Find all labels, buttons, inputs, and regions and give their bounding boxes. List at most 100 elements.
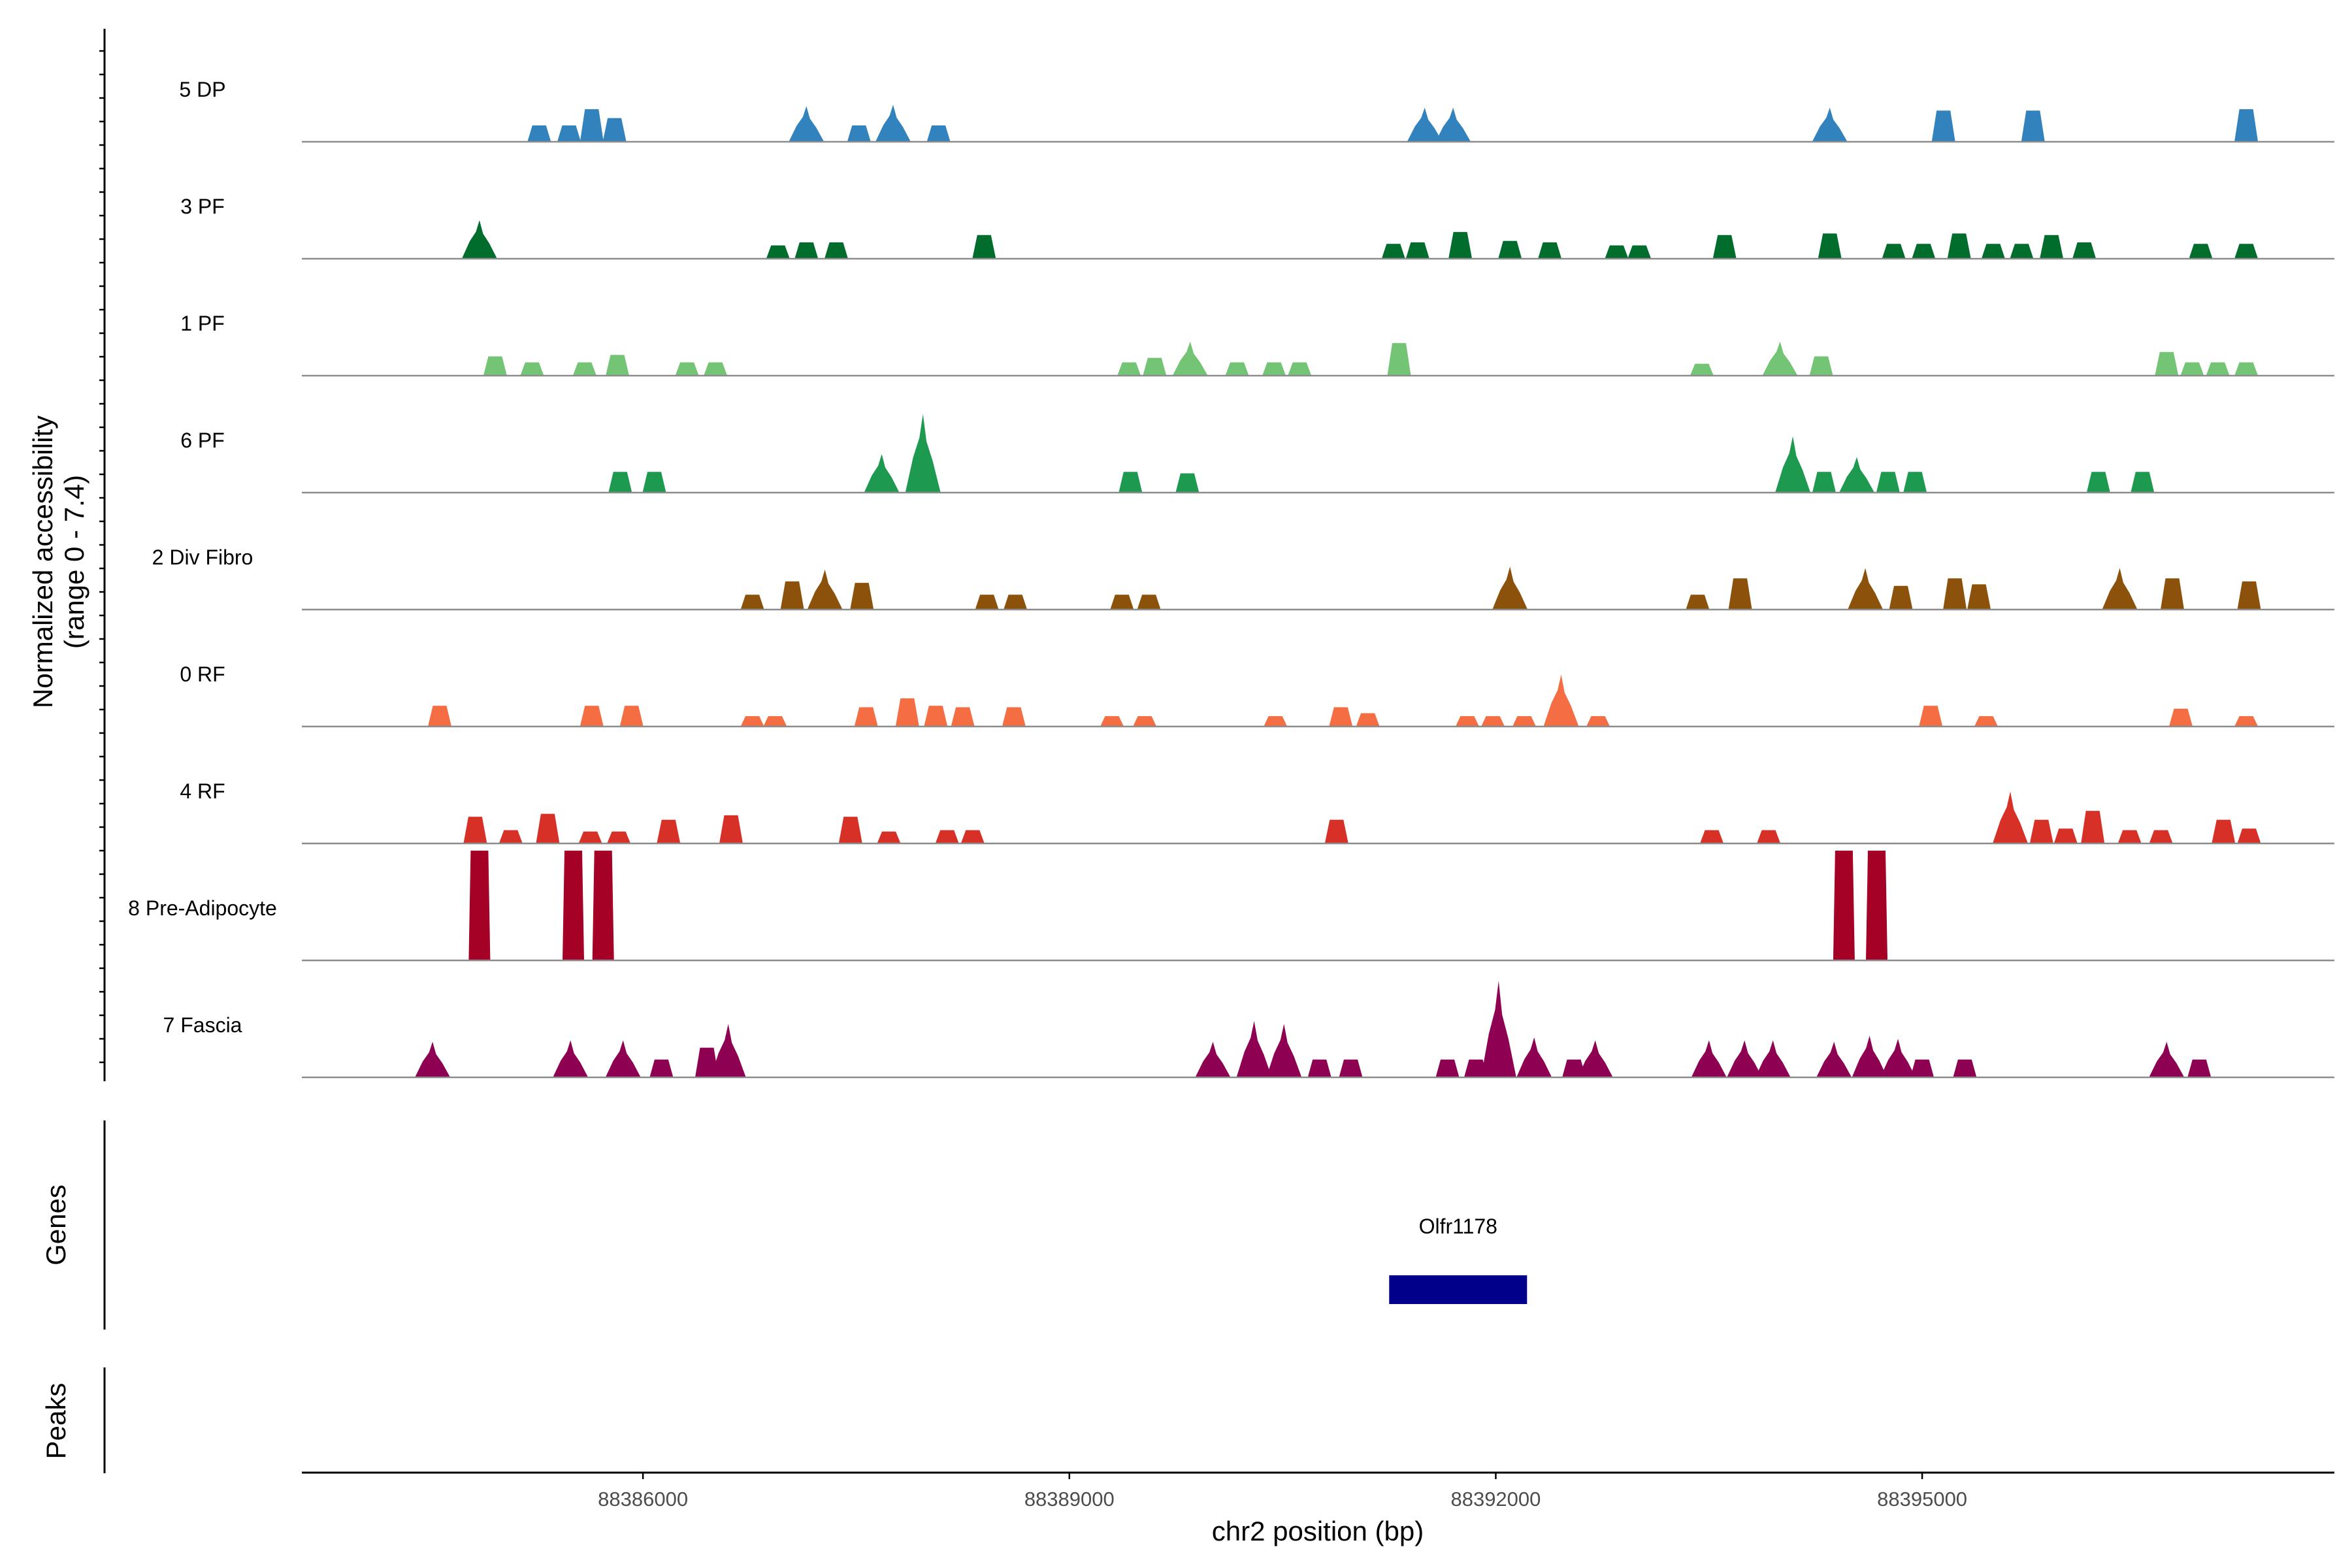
peak xyxy=(1876,472,1900,493)
peak xyxy=(719,815,743,843)
peak xyxy=(924,706,948,727)
peak xyxy=(1993,791,2028,843)
peak xyxy=(1728,578,1752,610)
peak xyxy=(1262,362,1286,376)
peak xyxy=(1195,1041,1231,1077)
peak xyxy=(2187,1059,2212,1077)
x-tick-label: 88392000 xyxy=(1450,1488,1541,1511)
peak xyxy=(1816,1041,1852,1077)
peak xyxy=(1225,362,1249,376)
peak xyxy=(1405,242,1429,259)
peak xyxy=(1889,585,1913,610)
peak xyxy=(780,581,804,610)
peak xyxy=(580,706,604,727)
track-label: 7 Fascia xyxy=(163,1013,242,1037)
coverage-tracks: 5 DP 3 PF 1 PF 6 PF 2 Div Fibro 0 RF 4 RF 8 Pre… xyxy=(128,78,2334,1079)
peak xyxy=(1882,244,1906,259)
x-tick-label: 88389000 xyxy=(1024,1488,1115,1511)
peak xyxy=(905,414,941,493)
peak xyxy=(649,1059,674,1077)
track-label: 3 PF xyxy=(180,195,225,218)
peak xyxy=(2149,830,2173,843)
track-4: 2 Div Fibro xyxy=(152,546,2334,611)
peak xyxy=(463,817,487,843)
peak xyxy=(2102,568,2138,610)
peak xyxy=(1464,1059,1488,1077)
peak xyxy=(926,125,951,142)
peak xyxy=(1931,110,1955,142)
peak xyxy=(895,698,919,727)
peak xyxy=(1967,584,1991,610)
track-8: 7 Fascia xyxy=(163,981,2334,1079)
peak xyxy=(2081,811,2105,843)
peak xyxy=(1953,1059,1977,1077)
peak xyxy=(935,830,959,843)
peaks-panel-label: Peaks xyxy=(41,1383,71,1460)
peak xyxy=(1974,716,1998,727)
peak xyxy=(1407,107,1443,142)
peak xyxy=(864,454,900,493)
peak xyxy=(1586,716,1610,727)
peak xyxy=(563,851,584,960)
peak xyxy=(1119,472,1143,493)
peak xyxy=(1137,595,1161,610)
peak xyxy=(606,355,629,376)
track-label: 8 Pre-Adipocyte xyxy=(128,896,277,920)
peak xyxy=(1577,1040,1613,1077)
peak xyxy=(960,830,985,843)
peak xyxy=(763,716,787,727)
peak xyxy=(1757,830,1781,843)
peak xyxy=(789,106,825,142)
peak xyxy=(875,105,911,142)
peak xyxy=(520,362,544,376)
peak xyxy=(2155,351,2179,376)
peak xyxy=(1110,595,1134,610)
peak xyxy=(1912,244,1936,259)
peak xyxy=(1172,341,1208,376)
peak xyxy=(2161,578,2184,610)
track-7: 8 Pre-Adipocyte xyxy=(128,851,2334,962)
peak xyxy=(825,242,848,259)
peak xyxy=(1236,1021,1272,1077)
peak xyxy=(498,830,523,843)
peak xyxy=(2053,828,2078,843)
peak xyxy=(1004,595,1028,610)
peak xyxy=(602,118,627,142)
peak xyxy=(877,831,901,843)
peak xyxy=(580,109,604,142)
peak xyxy=(1727,1040,1763,1077)
peak xyxy=(1435,107,1471,142)
peak xyxy=(527,125,551,142)
peak xyxy=(1691,1040,1727,1077)
peak xyxy=(572,362,596,376)
x-tick-label: 88395000 xyxy=(1877,1488,1967,1511)
track-6: 4 RF xyxy=(180,779,2334,845)
peak xyxy=(1435,1059,1460,1077)
peak xyxy=(1812,107,1848,142)
peak xyxy=(1329,707,1353,727)
peak xyxy=(1947,233,1971,259)
peak xyxy=(468,851,491,960)
peak xyxy=(1264,716,1288,727)
peak xyxy=(2117,830,2142,843)
peak xyxy=(854,707,878,727)
peak xyxy=(1100,716,1124,727)
peak xyxy=(2234,362,2259,376)
track-label: 2 Div Fibro xyxy=(152,546,253,569)
peak xyxy=(2212,819,2236,843)
track-0: 5 DP xyxy=(179,78,2334,143)
peak xyxy=(415,1041,451,1077)
peak xyxy=(592,851,614,960)
peak xyxy=(2010,244,2034,259)
peak xyxy=(642,472,666,493)
track-label: 5 DP xyxy=(179,78,225,101)
peak xyxy=(1700,830,1724,843)
peak xyxy=(1686,595,1710,610)
track-label: 0 RF xyxy=(180,662,225,686)
peak xyxy=(1481,716,1505,727)
peak xyxy=(1516,1037,1552,1077)
peak xyxy=(838,817,862,843)
peak xyxy=(2180,362,2204,376)
peak xyxy=(675,362,699,376)
peak xyxy=(1627,245,1652,259)
